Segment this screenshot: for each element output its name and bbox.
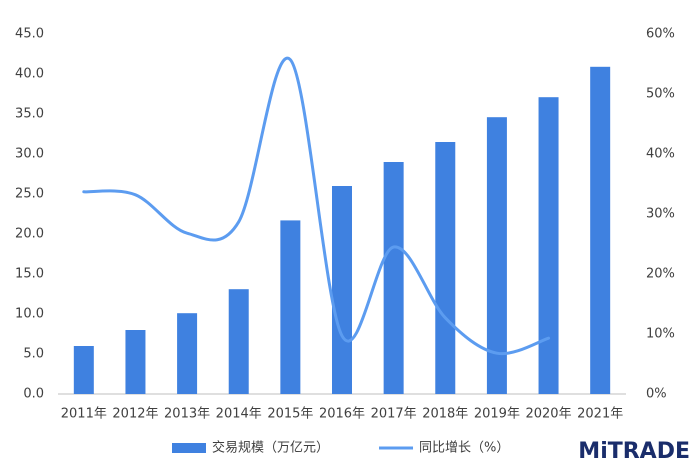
- y-tick-label: 25.0: [15, 187, 44, 202]
- y2-tick-label: 20%: [646, 267, 675, 282]
- y-tick-label: 10.0: [15, 307, 44, 322]
- y2-tick-label: 30%: [646, 207, 675, 222]
- y2-tick-label: 10%: [646, 327, 675, 342]
- bar: [228, 289, 249, 394]
- y-tick-label: 40.0: [15, 67, 44, 82]
- x-tick-label: 2018年: [422, 407, 468, 422]
- y2-tick-label: 0%: [646, 387, 667, 402]
- x-tick-label: 2013年: [164, 407, 210, 422]
- x-tick-label: 2017年: [371, 407, 417, 422]
- brand-logo: MiTRADE: [578, 439, 690, 464]
- x-tick-label: 2016年: [319, 407, 365, 422]
- x-tick-label: 2012年: [112, 407, 158, 422]
- y-tick-label: 35.0: [15, 107, 44, 122]
- y-tick-label: 45.0: [15, 27, 44, 42]
- y-tick-label: 0.0: [23, 387, 44, 402]
- y-tick-label: 15.0: [15, 267, 44, 282]
- x-tick-label: 2015年: [267, 407, 313, 422]
- bar: [177, 313, 198, 394]
- bar: [280, 220, 301, 394]
- x-tick-label: 2021年: [577, 407, 623, 422]
- y2-tick-label: 50%: [646, 87, 675, 102]
- x-tick-label: 2011年: [61, 407, 107, 422]
- y2-tick-label: 40%: [646, 147, 675, 162]
- legend-swatch: [172, 443, 206, 453]
- legend-label: 交易规模（万亿元）: [212, 440, 329, 456]
- bar: [383, 162, 404, 394]
- y2-tick-label: 60%: [646, 27, 675, 42]
- x-tick-label: 2019年: [474, 407, 520, 422]
- bar: [590, 66, 611, 395]
- bar: [73, 346, 94, 394]
- y-tick-label: 20.0: [15, 227, 44, 242]
- bar: [435, 142, 456, 394]
- legend-label: 同比增长（%）: [419, 441, 509, 456]
- x-tick-label: 2020年: [525, 407, 571, 422]
- y-tick-label: 30.0: [15, 147, 44, 162]
- y-tick-label: 5.0: [23, 347, 44, 362]
- bar: [538, 97, 559, 394]
- bar: [332, 186, 352, 394]
- bar: [486, 117, 507, 394]
- bar: [125, 330, 146, 394]
- x-tick-label: 2014年: [216, 407, 262, 422]
- line: [82, 56, 551, 356]
